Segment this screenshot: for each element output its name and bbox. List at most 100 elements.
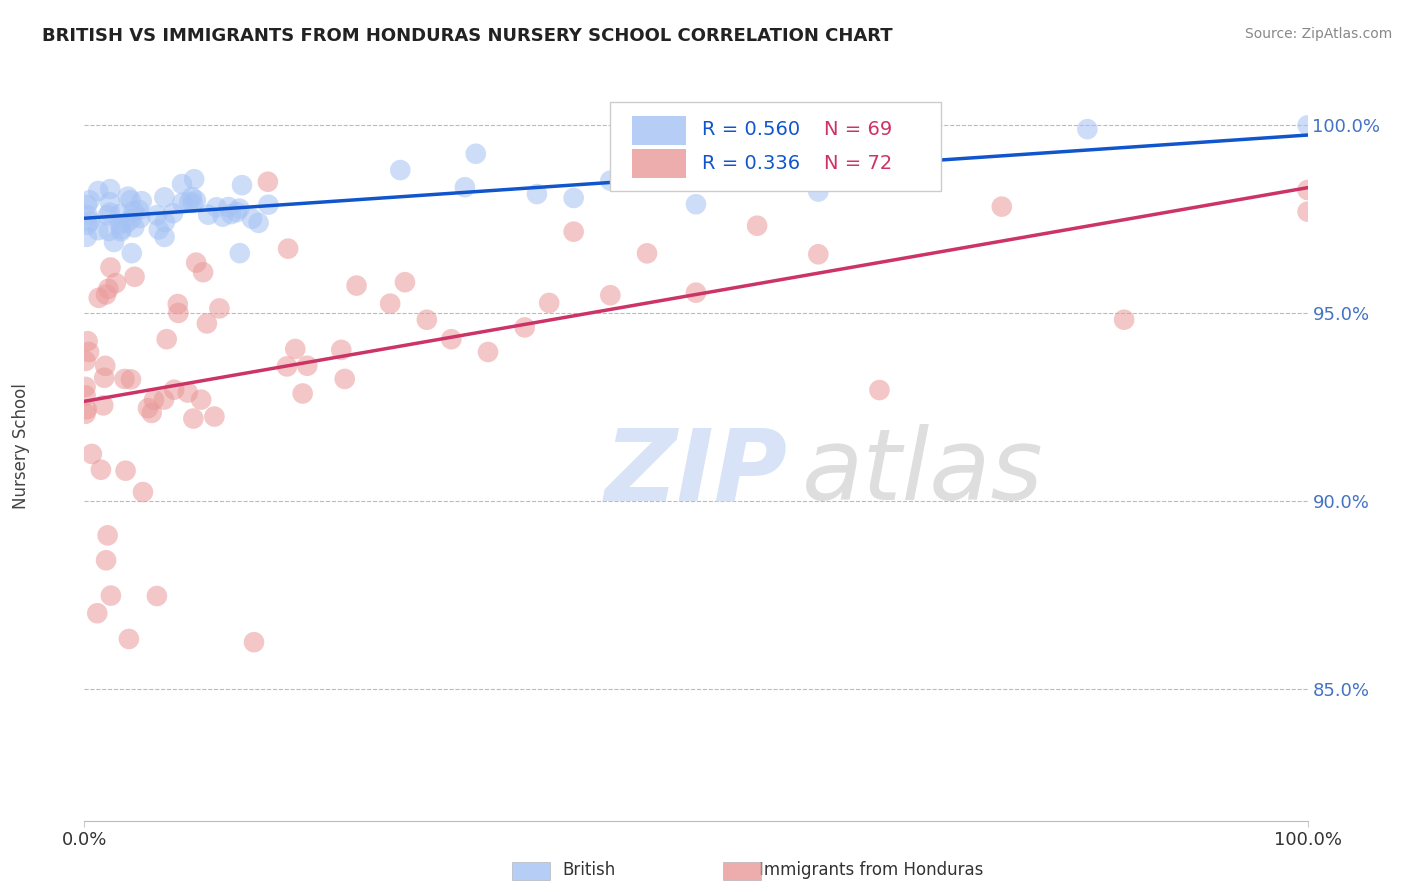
Point: [86, 606, 108, 620]
Point: [90, 463, 112, 477]
Point: [167, 306, 190, 320]
Point: [76, 208, 98, 222]
Point: [172, 195, 194, 210]
Text: ZIP: ZIP: [605, 425, 787, 521]
Point: [100, 589, 122, 603]
Point: [146, 589, 169, 603]
Point: [1296, 119, 1319, 133]
Text: Immigrants from Honduras: Immigrants from Honduras: [759, 861, 984, 879]
Point: [291, 386, 314, 401]
Point: [636, 246, 658, 260]
Point: [195, 317, 218, 331]
Point: [87, 223, 110, 237]
Point: [562, 191, 585, 205]
Point: [181, 190, 204, 204]
Text: R = 0.560: R = 0.560: [702, 120, 800, 139]
Point: [76, 334, 98, 348]
Point: [87, 291, 110, 305]
Point: [538, 296, 561, 310]
Point: [240, 211, 263, 226]
FancyBboxPatch shape: [633, 116, 686, 145]
Point: [247, 216, 270, 230]
Point: [562, 225, 585, 239]
Point: [205, 200, 228, 214]
Point: [277, 242, 299, 256]
Point: [231, 178, 253, 193]
Point: [87, 184, 110, 198]
Point: [128, 202, 150, 217]
Point: [97, 282, 120, 296]
Point: [747, 153, 769, 167]
Point: [120, 212, 142, 227]
Point: [76, 230, 98, 244]
Point: [94, 359, 117, 373]
Point: [183, 411, 205, 425]
Point: [204, 409, 226, 424]
Point: [75, 380, 97, 394]
Point: [1076, 122, 1098, 136]
Point: [477, 345, 499, 359]
Point: [91, 398, 114, 412]
Point: [297, 359, 319, 373]
Point: [228, 202, 250, 216]
Point: [257, 175, 280, 189]
Point: [153, 190, 176, 204]
Point: [170, 177, 193, 191]
Point: [124, 269, 146, 284]
Point: [117, 189, 139, 203]
Point: [807, 247, 830, 261]
Point: [143, 392, 166, 407]
Point: [97, 208, 120, 222]
Point: [103, 235, 125, 249]
Point: [118, 632, 141, 646]
Point: [98, 205, 121, 219]
Point: [905, 171, 928, 186]
Point: [599, 174, 621, 188]
Point: [416, 312, 439, 326]
Point: [844, 166, 866, 180]
Point: [807, 185, 830, 199]
Point: [685, 285, 707, 300]
Point: [333, 372, 356, 386]
Point: [104, 276, 127, 290]
Point: [599, 288, 621, 302]
Point: [108, 217, 131, 231]
Point: [114, 464, 136, 478]
Point: [79, 214, 101, 228]
Point: [120, 372, 142, 386]
Point: [115, 216, 138, 230]
FancyBboxPatch shape: [610, 103, 941, 191]
Point: [394, 275, 416, 289]
Point: [121, 246, 143, 260]
Point: [225, 205, 247, 219]
Text: BRITISH VS IMMIGRANTS FROM HONDURAS NURSERY SCHOOL CORRELATION CHART: BRITISH VS IMMIGRANTS FROM HONDURAS NURS…: [42, 27, 893, 45]
Point: [132, 485, 155, 500]
Point: [97, 528, 120, 542]
Point: [162, 206, 184, 220]
Text: N = 69: N = 69: [824, 120, 893, 139]
Point: [97, 224, 120, 238]
Point: [229, 246, 252, 260]
Point: [114, 372, 136, 386]
Point: [1296, 183, 1319, 197]
Point: [153, 392, 176, 407]
Point: [75, 354, 97, 368]
Point: [79, 193, 101, 207]
Point: [183, 172, 205, 186]
Point: [153, 215, 176, 229]
Point: [146, 208, 169, 222]
Point: [191, 265, 214, 279]
Point: [513, 320, 536, 334]
Point: [156, 332, 179, 346]
Point: [76, 218, 98, 232]
Point: [98, 195, 121, 210]
Point: [1296, 204, 1319, 219]
Point: [211, 210, 233, 224]
Point: [218, 200, 240, 214]
Point: [136, 401, 159, 416]
Point: [869, 383, 891, 397]
Point: [648, 174, 671, 188]
Point: [94, 287, 117, 301]
Point: [98, 182, 121, 196]
Point: [75, 388, 97, 402]
